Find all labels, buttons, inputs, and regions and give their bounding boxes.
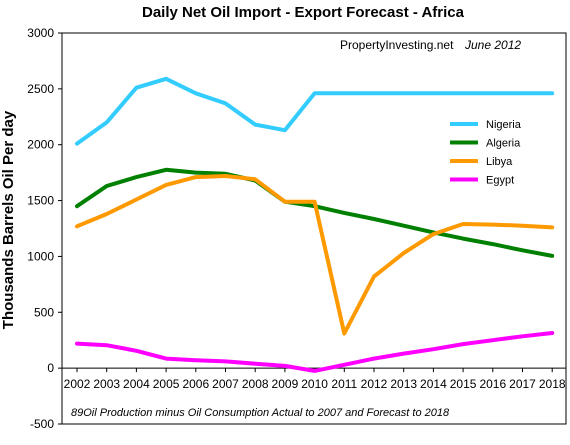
x-tick-label: 2018 — [539, 377, 566, 391]
legend-label-algeria: Algeria — [486, 138, 521, 150]
x-tick-label: 2008 — [242, 377, 269, 391]
legend: Nigeria Algeria Libya Egypt — [450, 119, 522, 187]
x-tick-label: 2003 — [93, 377, 120, 391]
x-tick-label: 2017 — [509, 377, 536, 391]
plot-area-frame — [61, 32, 567, 425]
x-tick-label: 2006 — [182, 377, 209, 391]
source-date: June 2012 — [464, 38, 521, 52]
y-tick-label: 2500 — [27, 82, 54, 96]
y-axis: -500 0 500 1000 1500 2000 2500 3000 — [27, 26, 62, 431]
source-credit: PropertyInvesting.net — [340, 38, 454, 52]
legend-label-libya: Libya — [486, 156, 513, 168]
series-line-egypt — [75, 331, 555, 373]
y-tick-label: -500 — [30, 417, 54, 431]
y-tick-label: 3000 — [27, 26, 54, 40]
legend-label-nigeria: Nigeria — [486, 119, 522, 131]
series-lines — [75, 76, 555, 373]
x-tick-label: 2011 — [331, 377, 357, 391]
legend-label-egypt: Egypt — [486, 175, 514, 187]
x-tick-label: 2012 — [361, 377, 388, 391]
x-tick-label: 2014 — [420, 377, 447, 391]
footnote: 89Oil Production minus Oil Consumption A… — [71, 407, 450, 419]
x-tick-label: 2002 — [64, 377, 91, 391]
x-tick-label: 2004 — [123, 377, 150, 391]
x-tick-label: 2016 — [479, 377, 506, 391]
y-axis-label: Thousands Barrels Oil Per day — [0, 110, 17, 329]
x-tick-label: 2009 — [272, 377, 299, 391]
series-line-libya — [75, 174, 555, 336]
series-line-algeria — [75, 167, 555, 258]
y-tick-label: 1000 — [27, 249, 54, 263]
x-tick-label: 2010 — [301, 377, 328, 391]
chart-title: Daily Net Oil Import - Export Forecast -… — [142, 4, 465, 21]
x-tick-label: 2007 — [212, 377, 239, 391]
x-tick-label: 2005 — [153, 377, 180, 391]
x-tick-label: 2013 — [390, 377, 417, 391]
y-tick-label: 1500 — [27, 194, 54, 208]
y-tick-label: 500 — [34, 305, 54, 319]
x-tick-label: 2015 — [450, 377, 477, 391]
x-axis: 2002 2003 2004 2005 2006 2007 2008 2009 2010 2011… — [62, 367, 566, 391]
series-line-nigeria — [75, 76, 555, 146]
y-tick-label: 2000 — [27, 138, 54, 152]
y-tick-label: 0 — [47, 361, 54, 375]
